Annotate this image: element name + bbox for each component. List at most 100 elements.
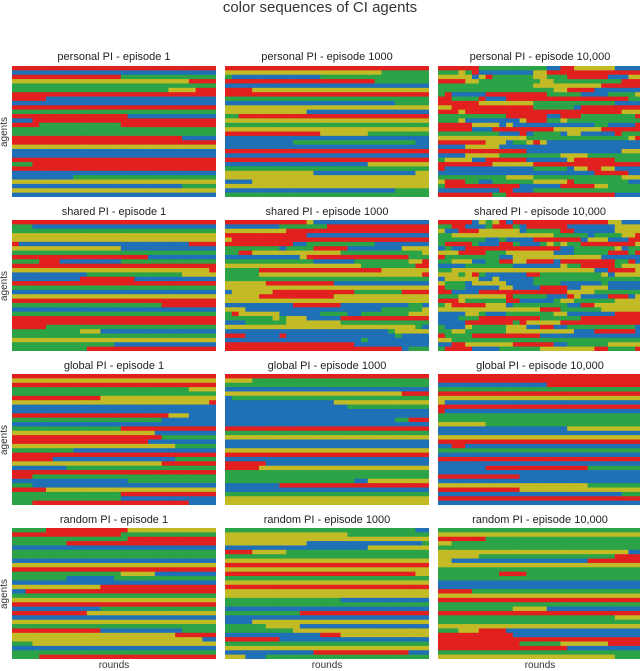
heatmap-cell (409, 149, 416, 154)
heatmap-cell (594, 140, 601, 145)
heatmap-cell (307, 255, 314, 260)
heatmap-cell (354, 316, 361, 321)
heatmap-cell (80, 127, 87, 132)
heatmap-cell (286, 79, 293, 84)
heatmap-cell (347, 114, 354, 119)
heatmap-cell (486, 184, 493, 189)
heatmap-cell (128, 184, 135, 189)
heatmap-cell (60, 299, 67, 304)
heatmap-cell (581, 166, 588, 171)
heatmap-cell (53, 88, 60, 93)
heatmap-cell (422, 286, 429, 291)
heatmap-cell (245, 188, 252, 193)
heatmap-cell (465, 140, 472, 145)
heatmap-cell (39, 264, 46, 269)
heatmap-cell (175, 334, 182, 339)
heatmap-cell (438, 79, 445, 84)
heatmap-cell (381, 92, 388, 97)
heatmap-cell (32, 188, 39, 193)
heatmap-cell (26, 114, 33, 119)
heatmap-cell (87, 277, 94, 282)
heatmap-cell (381, 299, 388, 304)
heatmap-cell (635, 127, 640, 132)
heatmap-cell (452, 105, 459, 110)
heatmap-cell (26, 101, 33, 106)
heatmap-cell (445, 153, 452, 158)
heatmap-cell (66, 184, 73, 189)
heatmap-cell (334, 268, 341, 273)
heatmap-cell (628, 158, 635, 163)
heatmap-cell (175, 180, 182, 185)
heatmap-cell (354, 193, 361, 197)
heatmap-cell (279, 88, 286, 93)
heatmap-cell (526, 229, 533, 234)
heatmap-cell (533, 268, 540, 273)
heatmap-cell (354, 338, 361, 343)
heatmap-cell (252, 97, 259, 102)
heatmap-cell (162, 294, 169, 299)
heatmap-cell (168, 140, 175, 145)
heatmap-cell (327, 118, 334, 123)
heatmap-cell (554, 251, 561, 256)
heatmap-cell (196, 162, 203, 167)
heatmap-cell (141, 299, 148, 304)
heatmap-cell (300, 342, 307, 347)
heatmap-cell (100, 114, 107, 119)
heatmap-cell (266, 237, 273, 242)
heatmap-cell (574, 224, 581, 229)
heatmap-cell (347, 268, 354, 273)
heatmap-cell (259, 83, 266, 88)
heatmap-cell (39, 272, 46, 277)
heatmap-cell (32, 114, 39, 119)
heatmap-cell (300, 97, 307, 102)
heatmap-cell (202, 259, 209, 264)
heatmap-cell (196, 224, 203, 229)
heatmap-cell (415, 184, 422, 189)
heatmap-cell (445, 290, 452, 295)
heatmap-cell (100, 233, 107, 238)
heatmap-cell (347, 303, 354, 308)
heatmap-cell (46, 149, 53, 154)
heatmap-cell (375, 162, 382, 167)
heatmap-cell (232, 281, 239, 286)
heatmap-cell (533, 193, 540, 197)
heatmap-cell (239, 97, 246, 102)
heatmap-cell (581, 110, 588, 115)
heatmap-cell (533, 153, 540, 158)
heatmap-cell (594, 162, 601, 167)
heatmap-cell (245, 118, 252, 123)
heatmap-cell (100, 237, 107, 242)
heatmap-cell (635, 237, 640, 242)
panel-title: personal PI - episode 1 (12, 51, 216, 63)
heatmap-cell (479, 83, 486, 88)
heatmap-cell (381, 101, 388, 106)
heatmap-cell (245, 272, 252, 277)
heatmap-cell (547, 184, 554, 189)
heatmap-cell (168, 127, 175, 132)
heatmap-cell (381, 171, 388, 176)
heatmap-cell (12, 162, 19, 167)
heatmap-cell (327, 75, 334, 80)
heatmap-cell (479, 229, 486, 234)
heatmap-cell (415, 123, 422, 128)
heatmap-cell (368, 132, 375, 137)
heatmap-cell (60, 184, 67, 189)
heatmap-cell (320, 162, 327, 167)
heatmap-cell (107, 88, 114, 93)
heatmap-cell (239, 342, 246, 347)
heatmap-cell (128, 277, 135, 282)
heatmap-cell (574, 264, 581, 269)
heatmap-cell (533, 92, 540, 97)
heatmap-cell (73, 224, 80, 229)
heatmap-cell (259, 312, 266, 317)
heatmap-cell (293, 264, 300, 269)
heatmap-cell (499, 175, 506, 180)
heatmap-cell (189, 246, 196, 251)
heatmap-cell (361, 140, 368, 145)
heatmap-cell (128, 220, 135, 225)
heatmap-cell (168, 325, 175, 330)
heatmap-cell (182, 101, 189, 106)
heatmap-cell (209, 149, 216, 154)
heatmap-cell (588, 259, 595, 264)
heatmap-cell (375, 268, 382, 273)
